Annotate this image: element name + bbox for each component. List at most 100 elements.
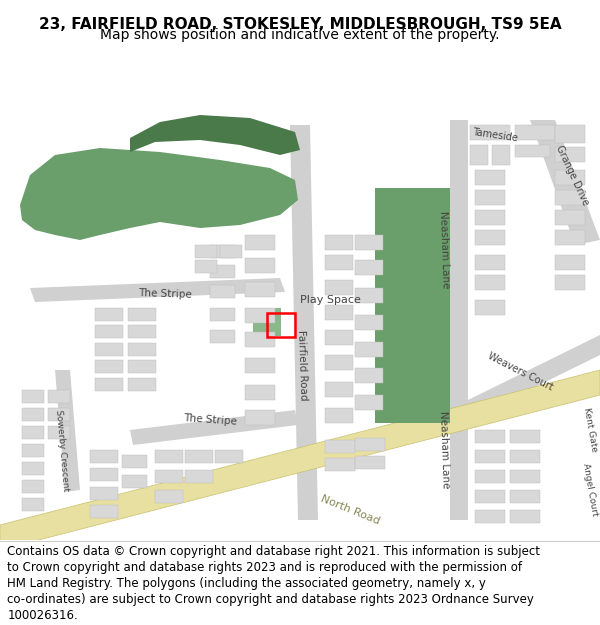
Bar: [475, 275, 505, 290]
Bar: [492, 145, 510, 165]
Bar: [48, 408, 70, 421]
Polygon shape: [30, 278, 285, 302]
Bar: [515, 145, 550, 157]
Polygon shape: [130, 115, 300, 155]
Bar: [325, 305, 353, 320]
Bar: [210, 265, 235, 278]
Text: Angel Court: Angel Court: [581, 463, 599, 517]
Bar: [510, 450, 540, 463]
Bar: [325, 458, 355, 471]
Bar: [48, 426, 70, 439]
Bar: [210, 308, 235, 321]
Polygon shape: [468, 335, 600, 420]
Bar: [245, 282, 275, 297]
Bar: [185, 450, 213, 463]
Bar: [128, 378, 156, 391]
Text: Contains OS data © Crown copyright and database right 2021. This information is : Contains OS data © Crown copyright and d…: [7, 545, 540, 558]
Bar: [128, 360, 156, 373]
Bar: [475, 430, 505, 443]
Bar: [510, 510, 540, 523]
Bar: [122, 455, 147, 468]
Bar: [355, 288, 383, 303]
Bar: [555, 125, 585, 143]
Bar: [555, 190, 585, 205]
Bar: [325, 440, 355, 453]
Bar: [90, 468, 118, 481]
Polygon shape: [55, 370, 80, 492]
Bar: [475, 210, 505, 225]
Bar: [215, 450, 243, 463]
Bar: [22, 444, 44, 457]
Bar: [475, 255, 505, 270]
Bar: [22, 426, 44, 439]
Bar: [555, 230, 585, 245]
Bar: [220, 245, 242, 258]
Bar: [355, 235, 383, 250]
Bar: [555, 147, 585, 162]
Bar: [245, 385, 275, 400]
Bar: [355, 438, 385, 451]
Bar: [355, 315, 383, 330]
Bar: [122, 475, 147, 488]
Text: co-ordinates) are subject to Crown copyright and database rights 2023 Ordnance S: co-ordinates) are subject to Crown copyr…: [7, 593, 534, 606]
Text: HM Land Registry. The polygons (including the associated geometry, namely x, y: HM Land Registry. The polygons (includin…: [7, 577, 486, 590]
Bar: [555, 210, 585, 225]
Bar: [155, 490, 183, 503]
Bar: [555, 255, 585, 270]
Bar: [195, 260, 217, 273]
Bar: [155, 450, 183, 463]
Bar: [245, 308, 275, 323]
Bar: [245, 235, 275, 250]
Bar: [475, 510, 505, 523]
Text: Tameside: Tameside: [472, 127, 518, 143]
Text: Neasham Lane: Neasham Lane: [437, 411, 451, 489]
Bar: [245, 258, 275, 273]
Bar: [325, 255, 353, 270]
Bar: [475, 230, 505, 245]
Bar: [475, 450, 505, 463]
Bar: [128, 325, 156, 338]
Polygon shape: [20, 148, 298, 240]
Polygon shape: [450, 120, 468, 520]
Text: Map shows position and indicative extent of the property.: Map shows position and indicative extent…: [100, 28, 500, 42]
Bar: [95, 308, 123, 321]
Bar: [470, 145, 488, 165]
Text: Weavers Court: Weavers Court: [486, 351, 554, 392]
Text: Grange Drive: Grange Drive: [554, 143, 590, 207]
Bar: [355, 368, 383, 383]
Bar: [195, 245, 217, 258]
Bar: [325, 330, 353, 345]
Bar: [210, 330, 235, 343]
Text: Kent Gate: Kent Gate: [581, 407, 598, 453]
Bar: [475, 470, 505, 483]
Bar: [22, 498, 44, 511]
Bar: [375, 188, 450, 423]
Polygon shape: [130, 410, 298, 445]
Bar: [325, 235, 353, 250]
Bar: [555, 275, 585, 290]
Bar: [355, 342, 383, 357]
Bar: [325, 382, 353, 397]
Bar: [325, 355, 353, 370]
Bar: [90, 505, 118, 518]
Bar: [470, 125, 510, 140]
Bar: [90, 450, 118, 463]
Text: 100026316.: 100026316.: [7, 609, 78, 622]
Bar: [22, 408, 44, 421]
Bar: [253, 308, 281, 336]
Bar: [510, 430, 540, 443]
Bar: [185, 470, 213, 483]
Bar: [22, 462, 44, 475]
Bar: [515, 125, 555, 140]
Bar: [555, 170, 585, 185]
Bar: [355, 395, 383, 410]
Bar: [22, 480, 44, 493]
Bar: [475, 190, 505, 205]
Text: The Stripe: The Stripe: [138, 288, 192, 300]
Bar: [95, 343, 123, 356]
Bar: [475, 300, 505, 315]
Polygon shape: [0, 370, 600, 550]
Bar: [355, 260, 383, 275]
Text: Play Space: Play Space: [299, 295, 361, 305]
Bar: [325, 280, 353, 295]
